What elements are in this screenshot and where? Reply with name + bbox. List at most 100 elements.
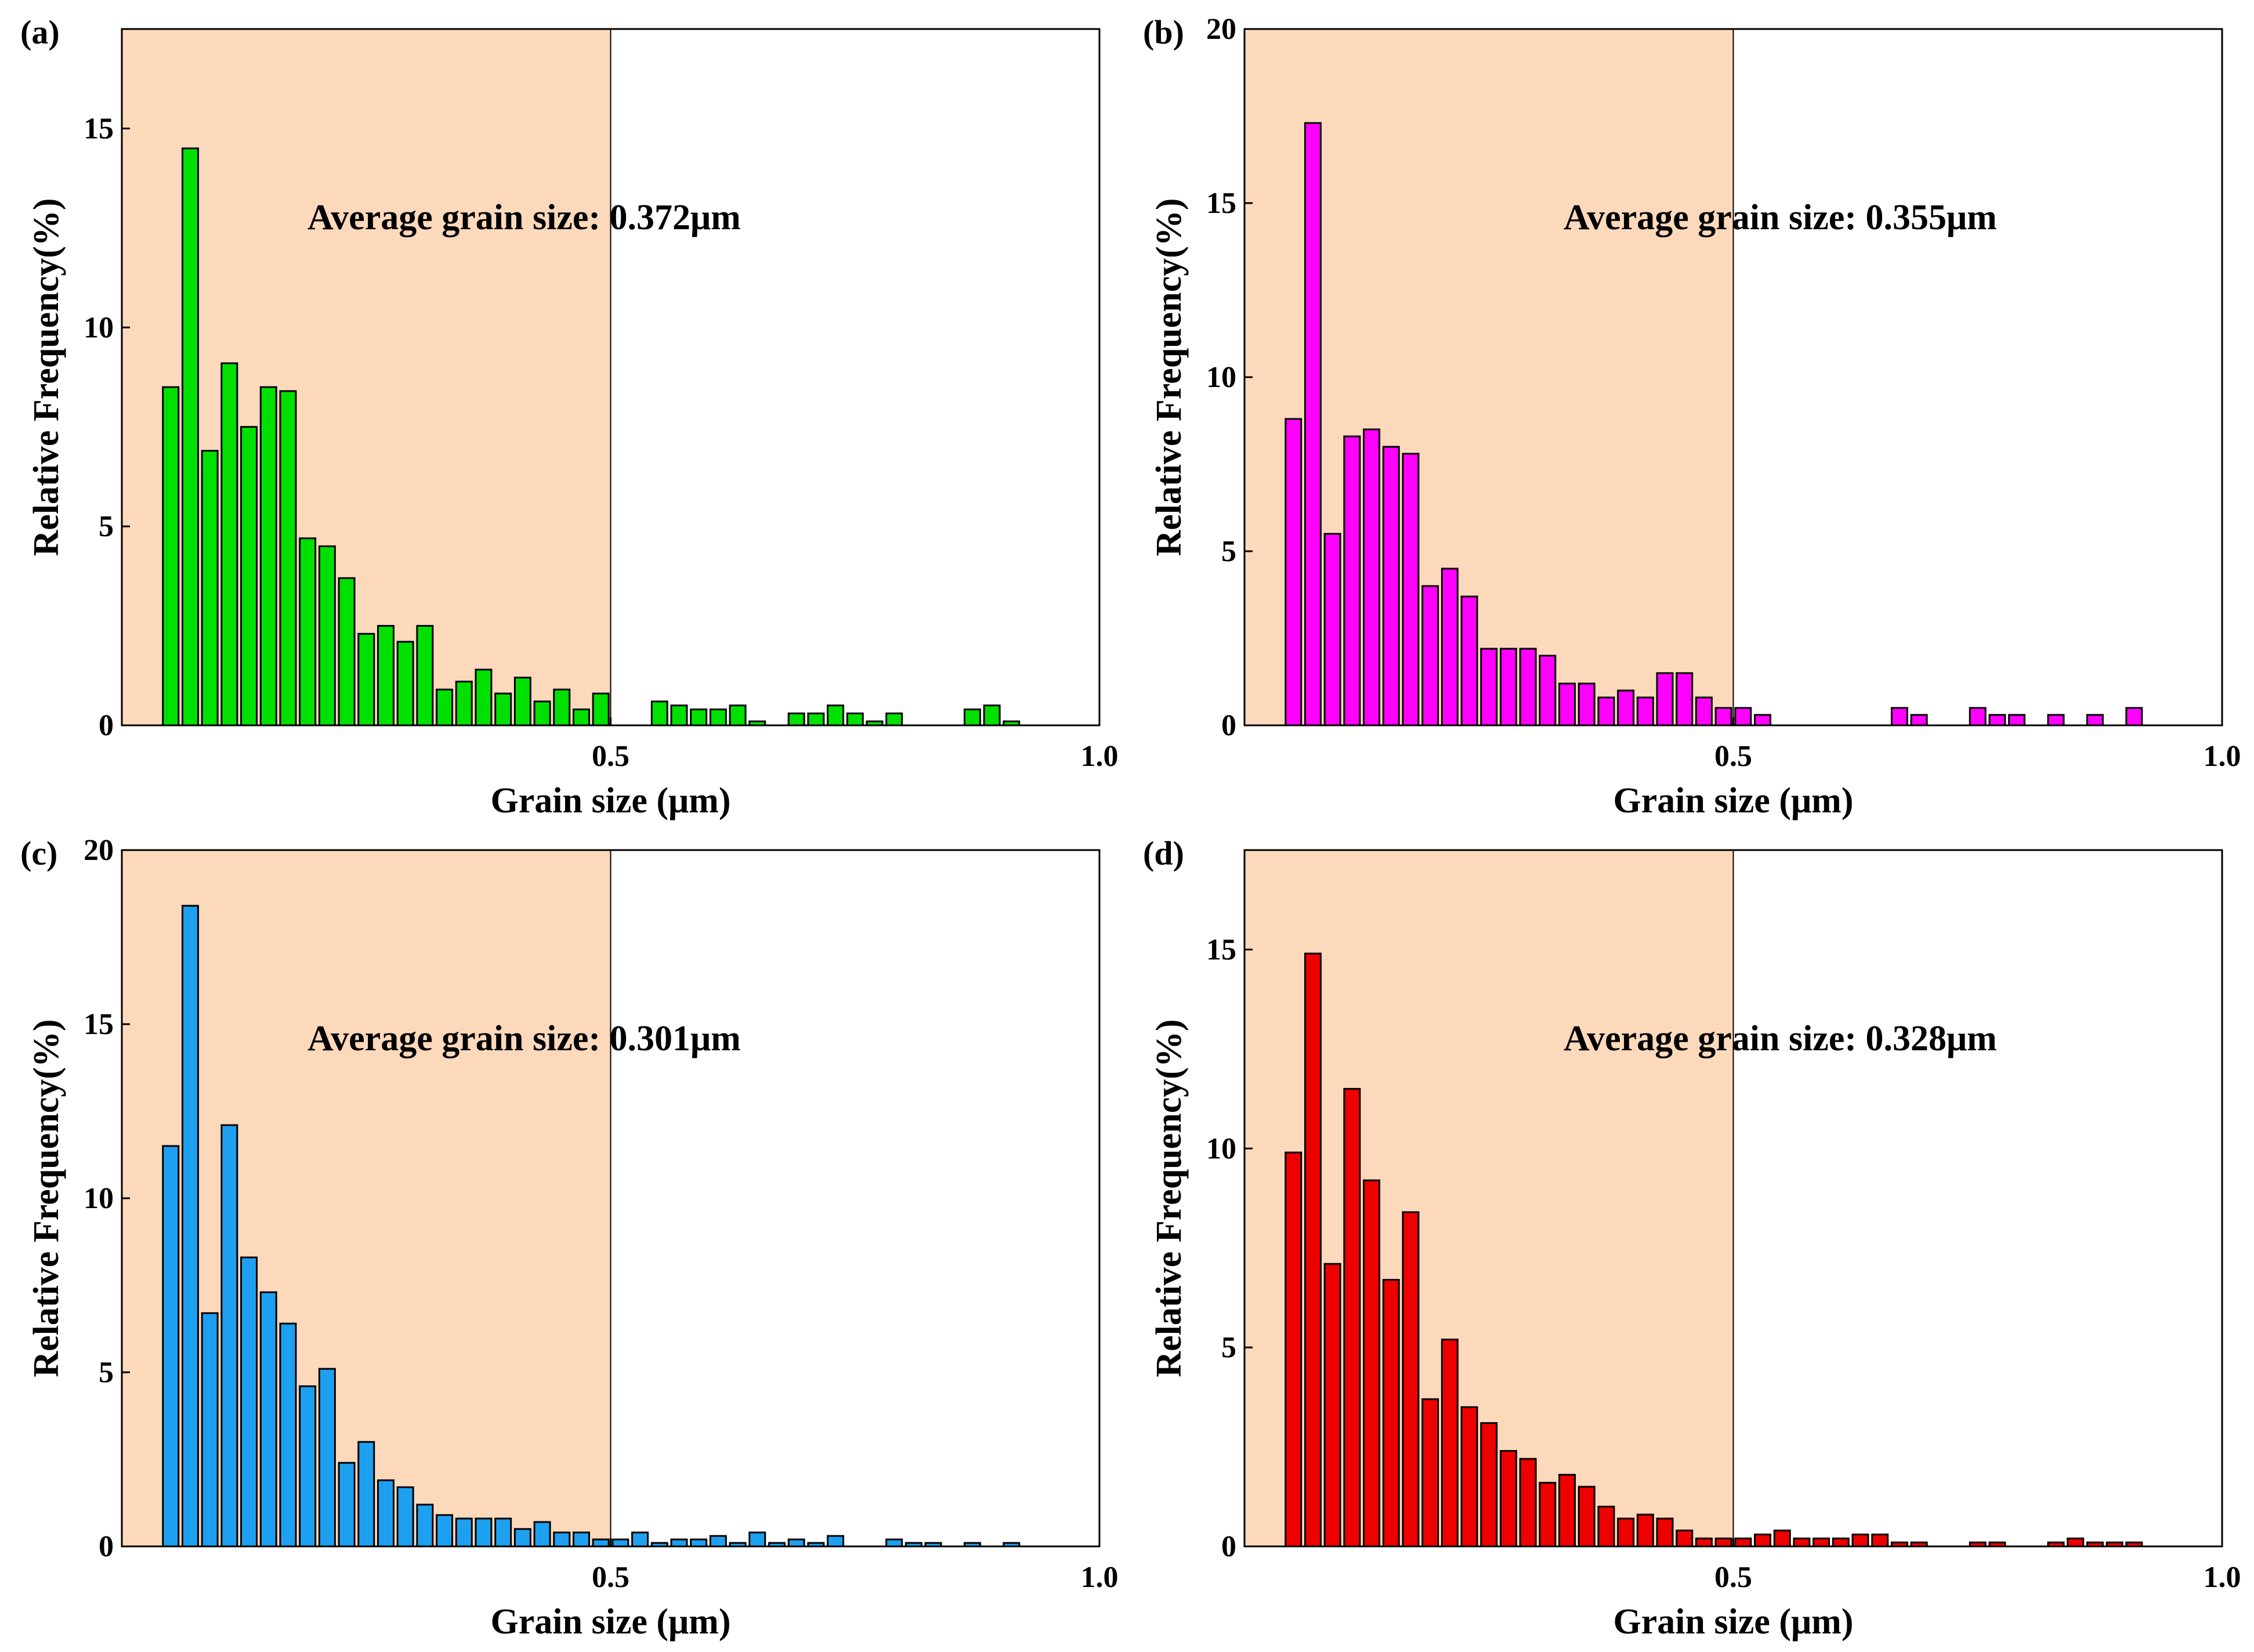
x-tick-label: 0.5 bbox=[1714, 740, 1752, 773]
bar bbox=[592, 692, 610, 726]
bar bbox=[1343, 1087, 1361, 1548]
bar bbox=[1656, 1517, 1674, 1548]
bar bbox=[162, 1145, 180, 1548]
bar bbox=[1343, 435, 1361, 726]
bar bbox=[807, 712, 825, 726]
bar bbox=[1480, 1422, 1498, 1548]
bar bbox=[475, 1517, 493, 1548]
bar bbox=[1460, 1406, 1478, 1548]
y-tick-label: 5 bbox=[1221, 1331, 1236, 1364]
y-tick-label: 10 bbox=[1206, 1132, 1236, 1165]
x-tick-label: 0.5 bbox=[592, 1561, 629, 1594]
y-tick-label: 0 bbox=[99, 709, 114, 742]
bar bbox=[1363, 1179, 1381, 1548]
bar bbox=[279, 390, 297, 726]
bar bbox=[2125, 707, 2143, 726]
bar bbox=[1617, 1517, 1635, 1548]
bar bbox=[1734, 707, 1752, 726]
bar bbox=[377, 1479, 395, 1548]
bar bbox=[1734, 1537, 1752, 1548]
bar bbox=[572, 708, 590, 726]
bar bbox=[1656, 672, 1674, 726]
bar bbox=[533, 1521, 551, 1548]
y-axis-title: Relative Frequency(%) bbox=[27, 1020, 66, 1378]
bar bbox=[357, 1441, 375, 1548]
bar bbox=[181, 905, 199, 1548]
bar bbox=[1910, 714, 1928, 726]
bar bbox=[513, 1528, 531, 1548]
panel-label: (a) bbox=[20, 13, 60, 51]
bar bbox=[1969, 707, 1987, 726]
bar bbox=[1480, 648, 1498, 726]
bar bbox=[1695, 1537, 1713, 1548]
bar bbox=[1754, 1533, 1772, 1548]
bar bbox=[572, 1531, 590, 1548]
bar bbox=[259, 386, 277, 726]
bar bbox=[1754, 714, 1772, 726]
panel-label: (d) bbox=[1143, 834, 1184, 872]
bar bbox=[729, 704, 747, 726]
x-tick-label: 1.0 bbox=[2204, 740, 2241, 773]
bar bbox=[885, 1538, 903, 1548]
bar bbox=[1558, 1474, 1576, 1548]
bar bbox=[1597, 1505, 1615, 1548]
bar bbox=[709, 1535, 727, 1548]
bar bbox=[494, 692, 512, 726]
bar bbox=[1323, 1263, 1341, 1548]
bar bbox=[1851, 1533, 1869, 1548]
bar bbox=[240, 426, 258, 726]
average-grain-size-annotation: Average grain size: 0.355μm bbox=[1564, 198, 1997, 237]
bar bbox=[827, 704, 845, 726]
bar bbox=[1519, 1458, 1537, 1548]
bar bbox=[1285, 1151, 1303, 1548]
bar bbox=[1636, 1513, 1654, 1548]
bar bbox=[338, 577, 356, 726]
bar bbox=[513, 677, 531, 726]
bar bbox=[455, 1517, 473, 1548]
bar bbox=[1499, 1449, 1517, 1548]
bar bbox=[1714, 707, 1732, 726]
y-axis-title: Relative Frequency(%) bbox=[27, 198, 66, 556]
y-tick-label: 20 bbox=[1206, 13, 1236, 46]
bar bbox=[631, 1531, 649, 1548]
bar bbox=[787, 1538, 805, 1548]
bar bbox=[181, 147, 199, 726]
bar bbox=[1636, 696, 1654, 726]
bar bbox=[299, 1385, 317, 1548]
bar bbox=[983, 704, 1001, 726]
bar bbox=[1832, 1537, 1850, 1548]
y-tick-label: 10 bbox=[84, 311, 114, 344]
bar bbox=[1441, 1338, 1459, 1548]
bar bbox=[1304, 952, 1322, 1548]
y-tick-label: 15 bbox=[84, 1008, 114, 1041]
bar bbox=[357, 632, 375, 726]
y-tick-label: 20 bbox=[84, 834, 114, 867]
panel-label: (b) bbox=[1143, 13, 1184, 51]
y-tick-label: 10 bbox=[1206, 361, 1236, 394]
bar bbox=[220, 362, 238, 726]
bar bbox=[1578, 682, 1595, 726]
y-tick-label: 15 bbox=[1206, 933, 1236, 966]
bar bbox=[1499, 648, 1517, 726]
y-tick-label: 5 bbox=[1221, 535, 1236, 568]
x-axis-title: Grain size (μm) bbox=[491, 781, 731, 820]
bar bbox=[338, 1462, 356, 1548]
bar bbox=[436, 688, 454, 726]
bar bbox=[1539, 1481, 1557, 1548]
bar bbox=[1871, 1533, 1889, 1548]
bar bbox=[455, 681, 473, 726]
bar bbox=[1421, 1398, 1439, 1548]
bar bbox=[240, 1256, 258, 1548]
bar bbox=[1988, 714, 2006, 726]
x-tick-label: 1.0 bbox=[2204, 1561, 2241, 1594]
y-tick-label: 15 bbox=[84, 112, 114, 145]
x-tick-label: 0.5 bbox=[1714, 1561, 1752, 1594]
bar bbox=[162, 386, 180, 726]
y-tick-label: 0 bbox=[1221, 1530, 1236, 1563]
bar bbox=[1441, 567, 1459, 726]
average-grain-size-annotation: Average grain size: 0.372μm bbox=[307, 198, 741, 237]
bar bbox=[846, 712, 864, 726]
bar bbox=[690, 1538, 708, 1548]
bar bbox=[2047, 714, 2065, 726]
